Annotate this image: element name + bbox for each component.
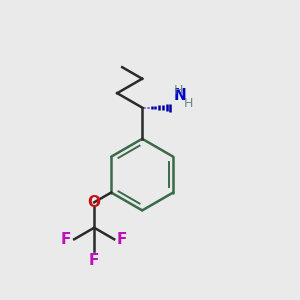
Text: N: N [174, 88, 187, 103]
Text: O: O [88, 195, 101, 210]
Text: H: H [174, 83, 184, 97]
Text: F: F [61, 232, 71, 247]
Text: H: H [183, 97, 193, 110]
Text: F: F [117, 232, 127, 247]
Text: F: F [89, 253, 99, 268]
